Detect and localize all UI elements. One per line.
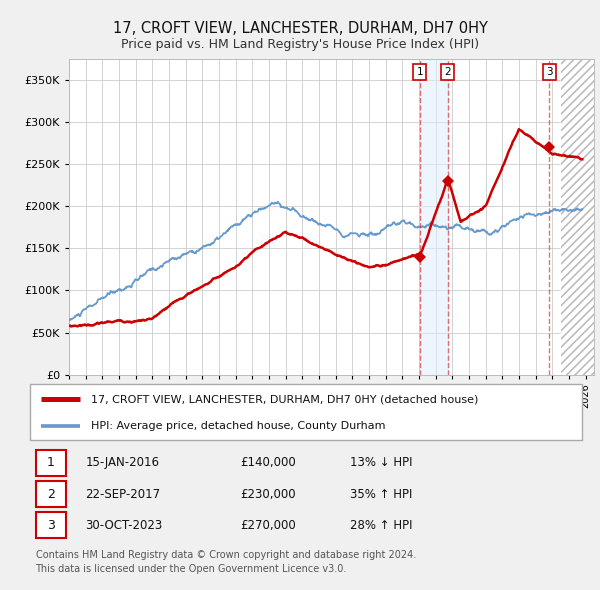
Text: 28% ↑ HPI: 28% ↑ HPI	[350, 519, 413, 532]
Text: 1: 1	[47, 457, 55, 470]
Text: 3: 3	[546, 67, 553, 77]
FancyBboxPatch shape	[30, 384, 582, 440]
Text: 2: 2	[445, 67, 451, 77]
Text: 15-JAN-2016: 15-JAN-2016	[85, 457, 159, 470]
Text: 1: 1	[416, 67, 423, 77]
Text: £140,000: £140,000	[240, 457, 296, 470]
Text: 30-OCT-2023: 30-OCT-2023	[85, 519, 163, 532]
Text: 22-SEP-2017: 22-SEP-2017	[85, 487, 160, 501]
Text: £270,000: £270,000	[240, 519, 296, 532]
Text: 3: 3	[47, 519, 55, 532]
Text: Contains HM Land Registry data © Crown copyright and database right 2024.
This d: Contains HM Land Registry data © Crown c…	[35, 550, 416, 574]
Text: 13% ↓ HPI: 13% ↓ HPI	[350, 457, 413, 470]
Text: 17, CROFT VIEW, LANCHESTER, DURHAM, DH7 0HY (detached house): 17, CROFT VIEW, LANCHESTER, DURHAM, DH7 …	[91, 394, 478, 404]
Text: £230,000: £230,000	[240, 487, 295, 501]
Text: 2: 2	[47, 487, 55, 501]
FancyBboxPatch shape	[35, 512, 66, 539]
Text: HPI: Average price, detached house, County Durham: HPI: Average price, detached house, Coun…	[91, 421, 385, 431]
Bar	[419, 59, 448, 375]
Text: 17, CROFT VIEW, LANCHESTER, DURHAM, DH7 0HY: 17, CROFT VIEW, LANCHESTER, DURHAM, DH7 …	[113, 21, 487, 35]
Text: Price paid vs. HM Land Registry's House Price Index (HPI): Price paid vs. HM Land Registry's House …	[121, 38, 479, 51]
Bar	[560, 59, 594, 375]
FancyBboxPatch shape	[35, 481, 66, 507]
FancyBboxPatch shape	[35, 450, 66, 476]
Bar	[560, 59, 594, 375]
Text: 35% ↑ HPI: 35% ↑ HPI	[350, 487, 413, 501]
